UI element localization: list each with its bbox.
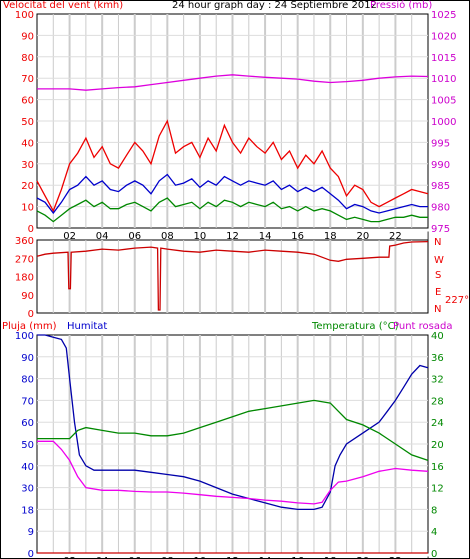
x-tick-label: 12	[226, 231, 239, 242]
y-tick-label-right: 990	[431, 160, 450, 171]
y-tick-label-left: 70	[21, 74, 34, 85]
humidity-legend: Humitat	[67, 321, 108, 332]
direction-line-0	[36, 240, 429, 311]
wind-direction-plot: 0 90 180 270 360	[15, 236, 429, 320]
series-line-bottom-1	[37, 399, 429, 462]
y-tick-label-right: 28	[431, 396, 444, 407]
y-tick-label-left: 180	[15, 273, 34, 284]
x-tick-label: 22	[389, 231, 402, 242]
dir-label-n-top: N	[434, 237, 442, 248]
x-tick-label: 16	[291, 231, 304, 242]
y-tick-label-left: 100	[15, 10, 34, 21]
y-tick-label-right: 12	[431, 484, 444, 495]
y-tick-label-right: 980	[431, 203, 450, 214]
y-tick-label-left: 50	[21, 440, 34, 451]
y-tick-label-left: 10	[21, 203, 34, 214]
y-tick-label-left: 270	[15, 254, 34, 265]
x-tick-label: 06	[128, 556, 141, 559]
y-tick-label-right: 0	[431, 549, 437, 559]
dir-label-n-bottom: N	[434, 304, 442, 315]
y-tick-label-left: 90	[21, 291, 34, 302]
x-tick-label: 02	[63, 556, 76, 559]
y-tick-label-left: 50	[21, 117, 34, 128]
y-tick-label-right: 20	[431, 440, 444, 451]
y-tick-label-left: 9	[28, 527, 34, 538]
y-tick-label-left: 70	[21, 396, 34, 407]
x-tick-label: 22	[389, 556, 402, 559]
y-tick-label-left: 0	[28, 309, 34, 320]
pressure-axis-title: Pressió (mb)	[370, 0, 433, 11]
x-tick-label: 20	[356, 556, 369, 559]
x-tick-label: 08	[161, 556, 174, 559]
wind-speed-axis-title: Velocitat del vent (kmh)	[3, 0, 124, 11]
y-tick-label-left: 100	[15, 331, 34, 342]
humidity-temperature-plot: 0204060810121416182022|09183040506070809…	[15, 331, 444, 559]
x-tick-label: 10	[194, 556, 207, 559]
y-tick-label-right: 1005	[431, 96, 456, 107]
y-tick-label-right: 1025	[431, 10, 456, 21]
temperature-legend: Temperatura (°C)	[312, 321, 399, 332]
y-tick-label-right: 4	[431, 527, 437, 538]
x-tick-label: 18	[324, 556, 337, 559]
y-tick-label-left: 18	[21, 505, 34, 516]
y-tick-label-left: 0	[28, 549, 34, 559]
y-tick-label-left: 80	[21, 375, 34, 386]
chart-title: 24 hour graph day : 24 Septiembre 2012	[172, 0, 377, 11]
rain-axis-title: Pluja (mm)	[2, 321, 57, 332]
x-tick-label: |	[426, 556, 429, 559]
y-tick-label-left: 30	[21, 160, 34, 171]
series-line-1	[36, 173, 428, 215]
y-tick-label-left: 20	[21, 181, 34, 192]
y-tick-label-left: 80	[21, 53, 34, 64]
x-tick-label: 02	[63, 231, 76, 242]
y-tick-label-right: 1000	[431, 117, 456, 128]
x-tick-label: |	[426, 231, 429, 242]
x-tick-label: 10	[194, 231, 207, 242]
x-tick-label: 04	[96, 556, 109, 559]
wind-pressure-plot: 02 04 06 08 10 12 14 16 18 20 22 |01020304050607080…	[15, 10, 457, 242]
series-line-3	[37, 74, 429, 91]
series-line-0	[36, 119, 429, 213]
dir-label-e: E	[435, 287, 442, 298]
x-tick-label: 04	[96, 231, 109, 242]
y-tick-label-right: 1020	[431, 31, 456, 42]
y-tick-label-left: 90	[21, 31, 34, 42]
y-tick-label-right: 16	[431, 462, 444, 473]
y-tick-label-right: 985	[431, 181, 450, 192]
x-tick-label: 14	[259, 231, 272, 242]
y-tick-label-left: 0	[28, 224, 34, 235]
y-tick-label-left: 60	[21, 96, 34, 107]
y-tick-label-right: 995	[431, 138, 450, 149]
y-tick-label-left: 360	[15, 236, 34, 247]
y-tick-label-right: 32	[431, 375, 444, 386]
x-tick-label: 14	[259, 556, 272, 559]
series-line-bottom-2	[37, 440, 429, 505]
x-tick-label: 20	[356, 231, 369, 242]
y-tick-label-left: 60	[21, 418, 34, 429]
y-tick-label-right: 1015	[431, 53, 456, 64]
y-tick-label-right: 975	[431, 224, 450, 235]
dewpoint-legend: Punt rosada	[393, 321, 453, 332]
x-tick-label: 12	[226, 556, 239, 559]
y-tick-label-left: 90	[21, 353, 34, 364]
series-line-2	[36, 197, 428, 223]
y-tick-label-left: 40	[21, 138, 34, 149]
series-line-bottom-0	[37, 334, 429, 511]
x-tick-label: 08	[161, 231, 174, 242]
dir-label-s: S	[435, 270, 442, 281]
x-tick-label: 18	[324, 231, 337, 242]
y-tick-label-right: 36	[431, 353, 444, 364]
dir-label-w: W	[434, 255, 444, 266]
y-tick-label-left: 30	[21, 484, 34, 495]
y-tick-label-right: 40	[431, 331, 444, 342]
y-tick-label-right: 8	[431, 505, 437, 516]
x-tick-label: 16	[291, 556, 304, 559]
y-tick-label-right: 1010	[431, 74, 456, 85]
current-direction-value: 227°	[445, 295, 470, 306]
y-tick-label-right: 24	[431, 418, 444, 429]
y-tick-label-left: 40	[21, 462, 34, 473]
x-tick-label: 06	[128, 231, 141, 242]
